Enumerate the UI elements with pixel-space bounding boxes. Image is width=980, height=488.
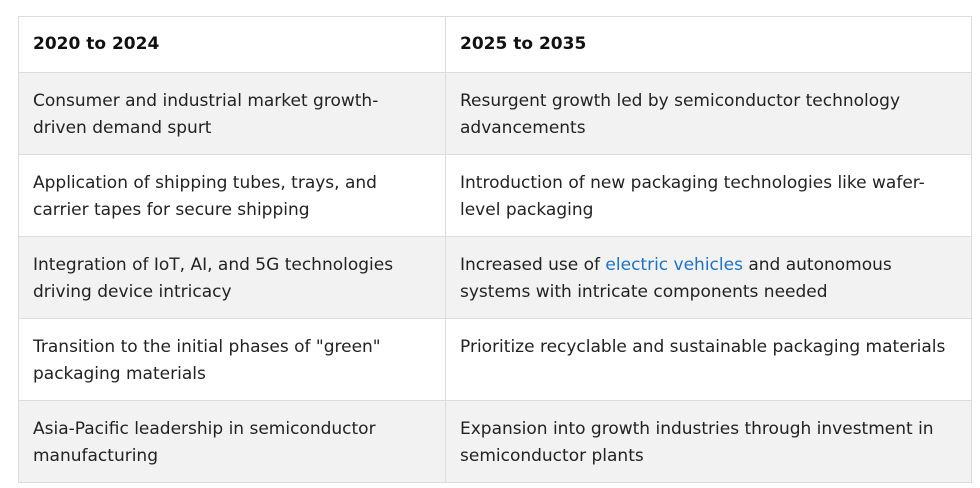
table-cell-2020-2024: Consumer and industrial market growth-dr… bbox=[18, 72, 446, 155]
table-row: Asia-Pacific leadership in semiconductor… bbox=[18, 400, 972, 483]
comparison-table-container: 2020 to 2024 2025 to 2035 Consumer and i… bbox=[18, 16, 972, 483]
table-header-row: 2020 to 2024 2025 to 2035 bbox=[18, 16, 972, 73]
table-cell-2020-2024: Transition to the initial phases of "gre… bbox=[18, 318, 446, 401]
table-cell-2025-2035: Introduction of new packaging technologi… bbox=[445, 154, 972, 237]
table-cell-2020-2024: Application of shipping tubes, trays, an… bbox=[18, 154, 446, 237]
table-cell-2025-2035: Prioritize recyclable and sustainable pa… bbox=[445, 318, 972, 401]
electric-vehicles-link[interactable]: electric vehicles bbox=[605, 255, 743, 275]
table-cell-2025-2035: Expansion into growth industries through… bbox=[445, 400, 972, 483]
comparison-table: 2020 to 2024 2025 to 2035 Consumer and i… bbox=[18, 16, 972, 483]
table-row: Transition to the initial phases of "gre… bbox=[18, 318, 972, 401]
table-row: Application of shipping tubes, trays, an… bbox=[18, 154, 972, 237]
table-row: Consumer and industrial market growth-dr… bbox=[18, 72, 972, 155]
cell-text-after-link: and autonomous systems with intricate co… bbox=[460, 255, 892, 302]
cell-text-before-link: Increased use of bbox=[460, 255, 606, 275]
table-cell-2020-2024: Asia-Pacific leadership in semiconductor… bbox=[18, 400, 446, 483]
table-cell-2025-2035: Resurgent growth led by semiconductor te… bbox=[445, 72, 972, 155]
table-row: Integration of IoT, AI, and 5G technolog… bbox=[18, 236, 972, 319]
table-cell-2025-2035: Increased use of electric vehicles and a… bbox=[445, 236, 972, 319]
table-cell-2020-2024: Integration of IoT, AI, and 5G technolog… bbox=[18, 236, 446, 319]
column-header-2020-2024: 2020 to 2024 bbox=[18, 16, 446, 73]
column-header-2025-2035: 2025 to 2035 bbox=[445, 16, 972, 73]
